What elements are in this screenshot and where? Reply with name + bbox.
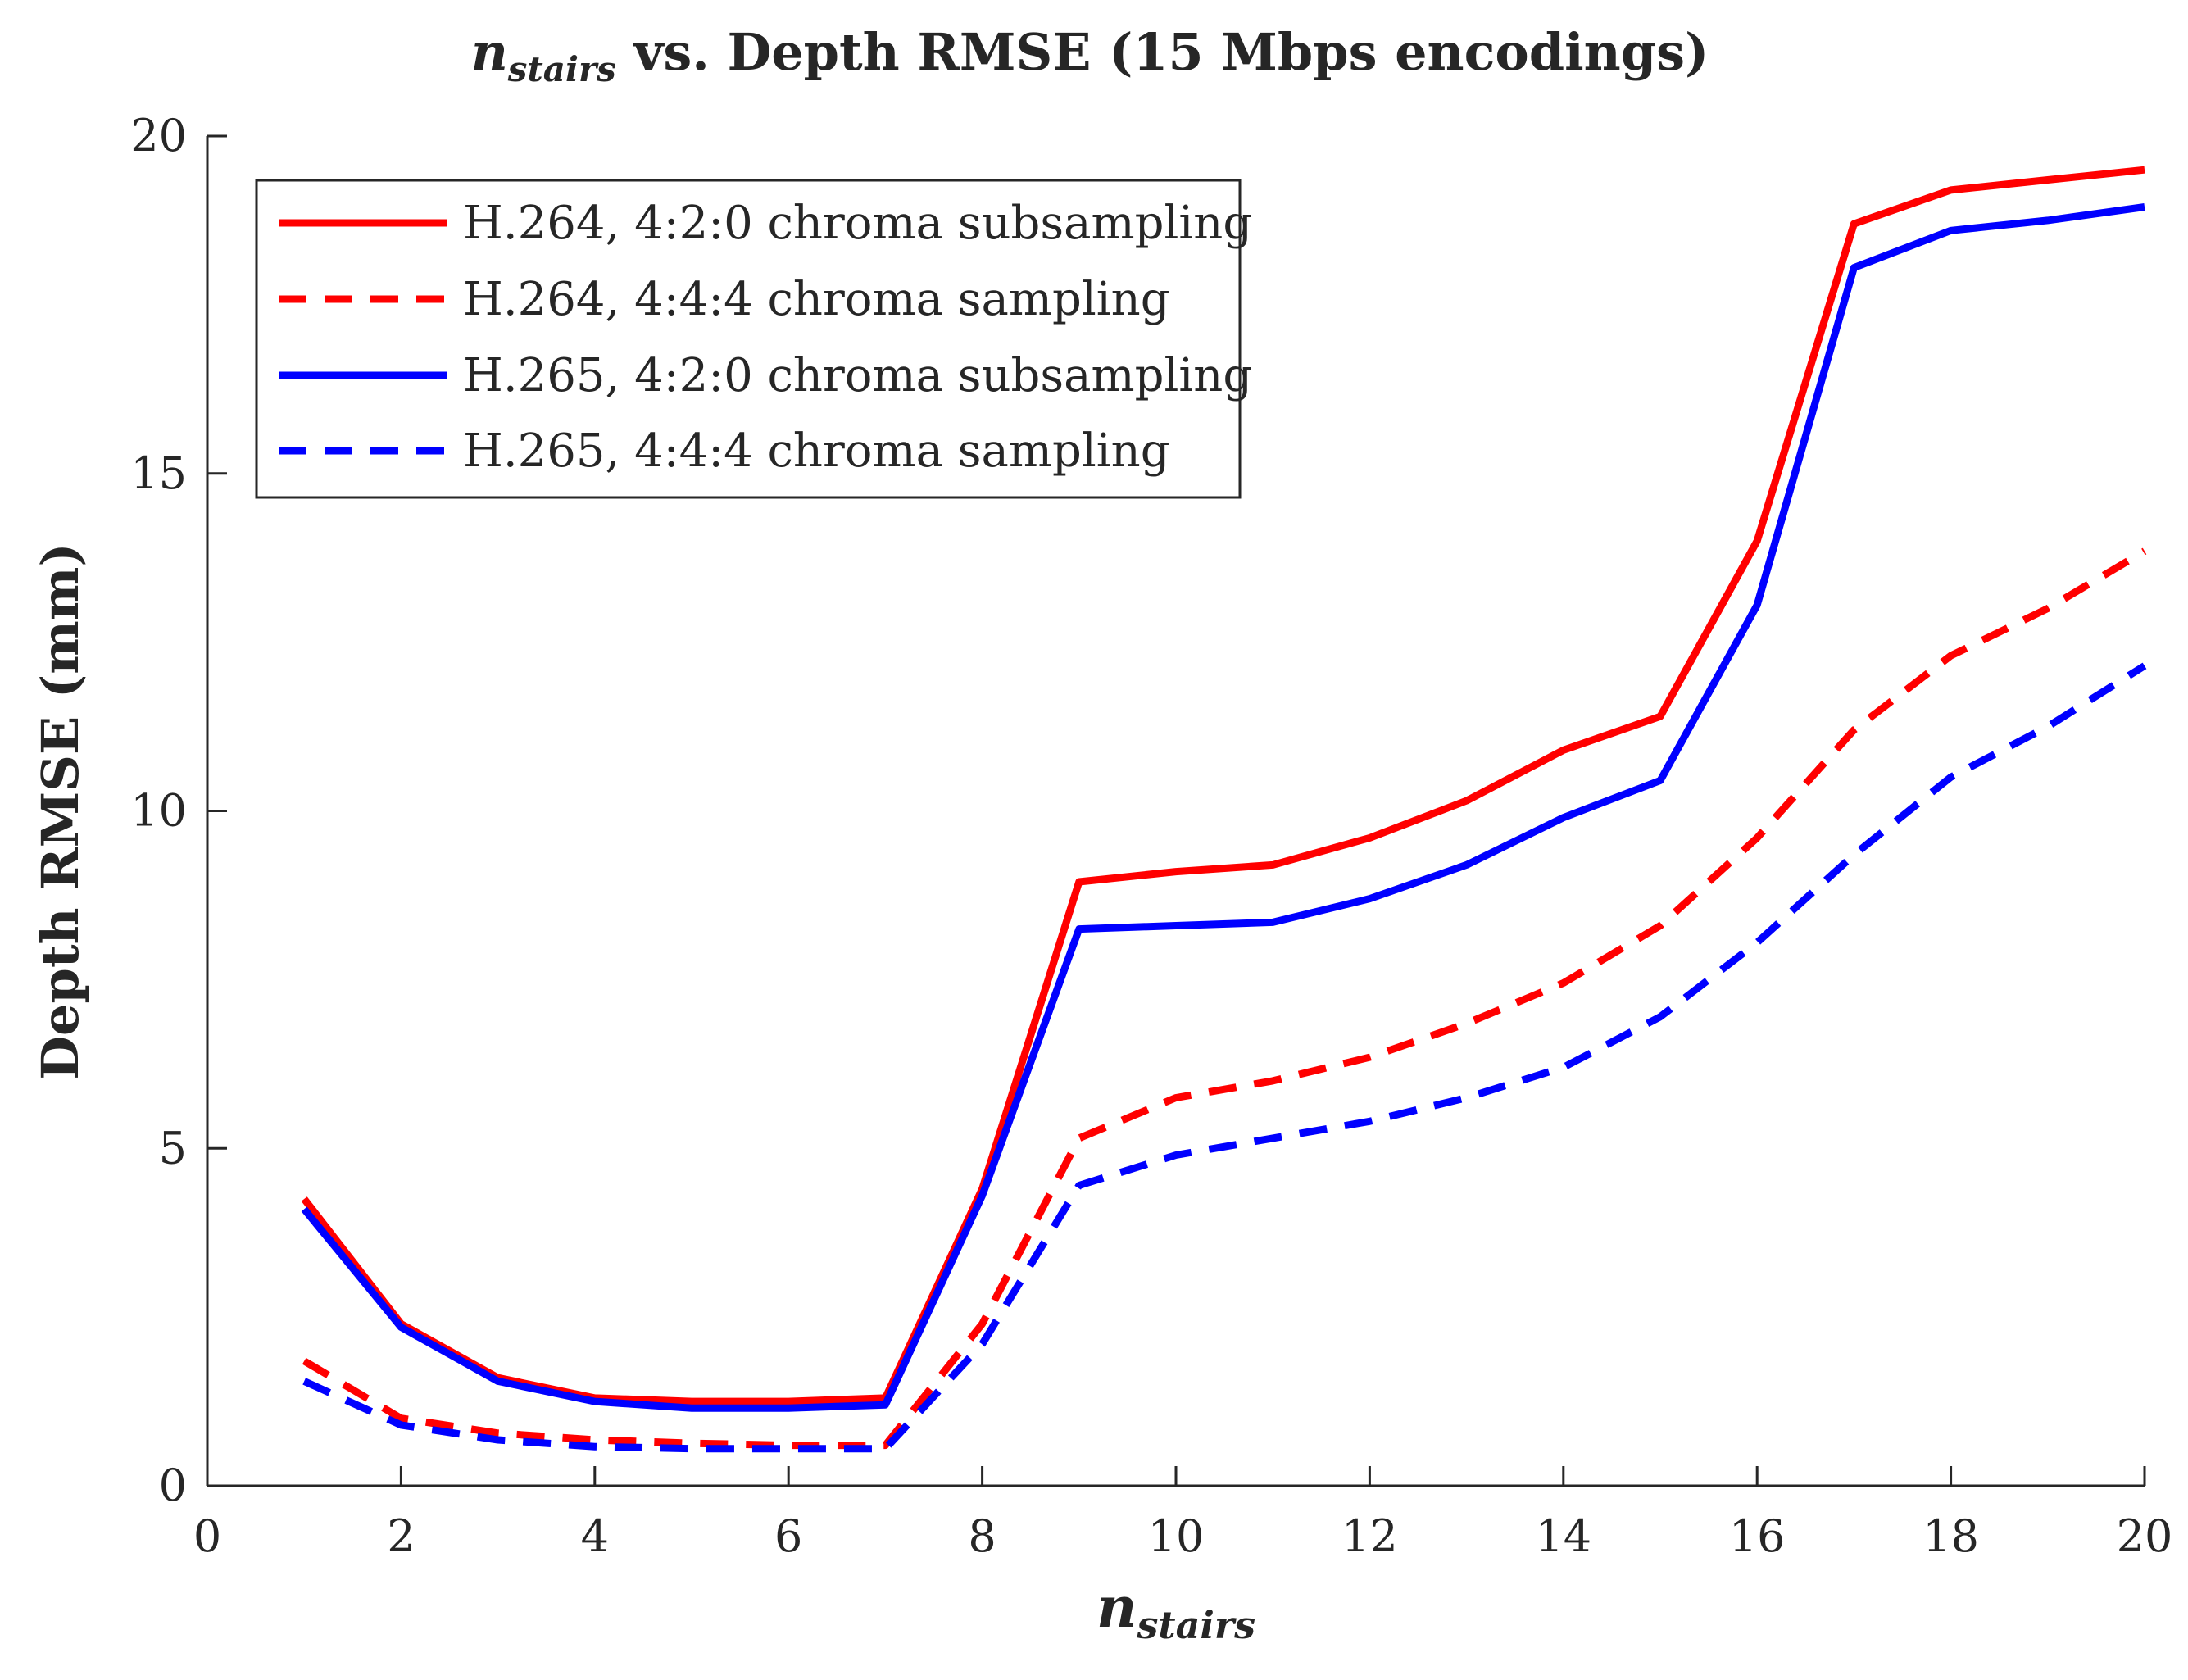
y-tick-label: 10 — [130, 785, 187, 837]
legend-entry-label: H.264, 4:2:0 chroma subsampling — [463, 197, 1252, 250]
x-tick-label: 4 — [581, 1510, 609, 1562]
legend-entry-label: H.265, 4:2:0 chroma subsampling — [463, 349, 1252, 402]
legend: H.264, 4:2:0 chroma subsampling H.264, 4:… — [255, 179, 1252, 499]
x-ticks: 0 2 4 6 8 10 12 14 16 18 20 — [193, 1466, 2173, 1562]
x-tick-label: 0 — [193, 1510, 221, 1562]
y-tick-label: 15 — [130, 447, 187, 499]
x-axis-label: nstairs — [1096, 1575, 1255, 1647]
y-tick-label: 20 — [130, 110, 187, 161]
chart-title: nstairs vs. Depth RMSE (15 Mbps encoding… — [471, 22, 1709, 89]
title-subscript: stairs — [507, 49, 616, 89]
title-rest: vs. Depth RMSE (15 Mbps encodings) — [616, 22, 1709, 82]
x-tick-label: 20 — [2117, 1510, 2173, 1562]
series-line-4 — [302, 662, 2147, 1453]
legend-box — [255, 179, 1242, 499]
x-tick-label: 14 — [1535, 1510, 1591, 1562]
title-symbol: n — [471, 22, 508, 82]
x-tick-label: 8 — [968, 1510, 996, 1562]
legend-items: H.264, 4:2:0 chroma subsampling H.264, 4:… — [279, 197, 1252, 478]
series-layer — [301, 166, 2147, 1453]
legend-entry-label: H.265, 4:4:4 chroma sampling — [463, 425, 1170, 478]
x-tick-label: 10 — [1148, 1510, 1205, 1562]
series-line-3 — [301, 203, 2145, 1412]
y-tick-label: 0 — [159, 1460, 187, 1511]
x-tick-label: 18 — [1922, 1510, 1979, 1562]
x-tick-label: 2 — [387, 1510, 415, 1562]
y-tick-label: 5 — [159, 1122, 187, 1174]
legend-entry-label: H.264, 4:4:4 chroma sampling — [463, 273, 1170, 326]
x-tick-label: 6 — [774, 1510, 802, 1562]
y-axis-label: Depth RMSE (mm) — [30, 543, 90, 1080]
series-line-1 — [301, 166, 2145, 1405]
y-ticks: 0 5 10 15 20 — [130, 110, 227, 1511]
xlabel-symbol: n — [1096, 1575, 1137, 1641]
xlabel-subscript: stairs — [1136, 1603, 1255, 1647]
series-line-2 — [302, 547, 2147, 1450]
x-tick-label: 16 — [1729, 1510, 1786, 1562]
x-tick-label: 12 — [1341, 1510, 1398, 1562]
